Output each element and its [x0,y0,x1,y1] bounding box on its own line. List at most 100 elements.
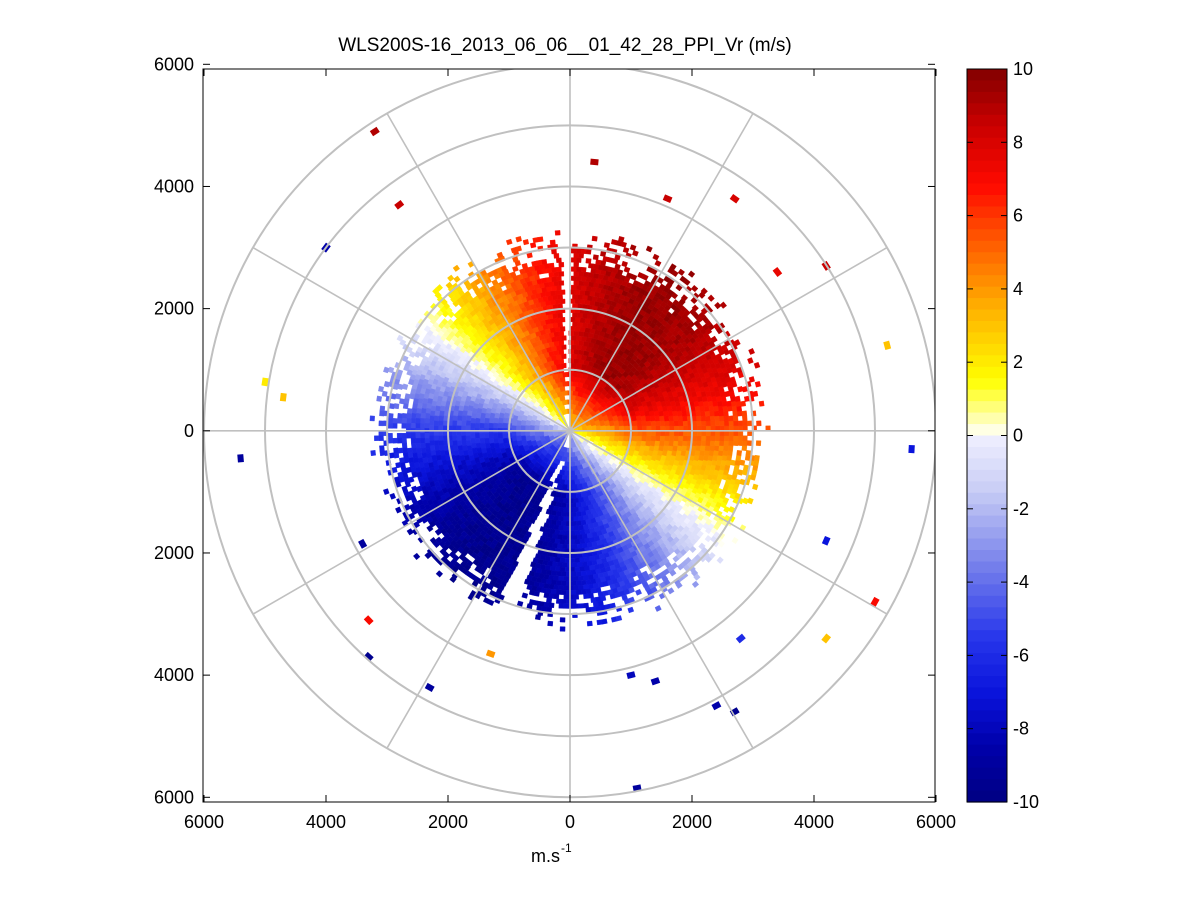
velocity-cell [554,298,561,305]
velocity-cell [709,445,715,452]
velocity-cell [641,435,647,442]
velocity-cell [577,534,583,540]
velocity-cell [737,385,744,393]
velocity-cell [575,248,582,254]
velocity-cell [420,442,426,449]
velocity-outlier [821,535,831,546]
velocity-cell [570,589,577,596]
velocity-cell [590,606,597,613]
velocity-cell [564,461,571,467]
colorbar-swatch [967,664,1007,677]
velocity-cell [572,534,578,541]
colorbar-swatch [967,298,1007,311]
velocity-field [237,126,915,792]
velocity-cell [579,557,586,563]
velocity-cell [392,418,398,424]
velocity-cell [554,538,561,545]
velocity-cell [560,335,567,341]
colorbar-swatch [967,172,1007,185]
colorbar-swatch [967,504,1007,517]
velocity-cell [543,424,549,431]
velocity-cell [552,294,559,301]
velocity-cell [429,415,435,422]
velocity-cell [546,597,553,604]
velocity-cell [465,283,473,291]
velocity-cell [729,376,736,383]
velocity-cell [752,483,759,491]
velocity-cell [429,317,437,325]
velocity-cell [583,271,590,278]
velocity-cell [553,253,560,259]
colorbar-swatch [967,492,1007,505]
velocity-cell [483,422,490,429]
velocity-cell [578,603,584,609]
velocity-cell [383,366,390,374]
velocity-cell [510,246,518,254]
velocity-cell [747,497,754,505]
velocity-cell [563,576,570,582]
velocity-cell [578,271,585,277]
velocity-cell [548,584,555,590]
velocity-cell [649,440,656,447]
velocity-outlier [870,596,880,607]
velocity-cell [558,506,565,513]
velocity-cell [733,420,739,427]
velocity-cell [536,605,543,612]
velocity-cell [563,507,570,513]
velocity-cell [488,432,494,439]
velocity-cell [551,248,557,255]
velocity-cell [401,423,407,429]
velocity-cell [560,353,567,360]
velocity-cell [710,420,716,427]
velocity-cell [554,317,561,324]
velocity-cell [564,470,571,476]
velocity-cell [378,435,384,442]
velocity-cell [433,415,440,422]
velocity-cell [577,303,583,309]
colorbar-swatch [967,595,1007,608]
colorbar-swatch [967,240,1007,253]
colorbar-swatch [967,229,1007,242]
velocity-outlier [279,392,287,402]
velocity-cell [401,437,407,444]
velocity-outlier [729,193,740,204]
velocity-cell [557,543,563,550]
colorbar-swatch [967,275,1007,288]
colorbar-swatch [967,618,1007,631]
velocity-cell [465,435,471,442]
colorbar-swatch [967,252,1007,265]
velocity-cell [424,442,431,449]
velocity-cell [500,580,508,587]
velocity-cell [627,606,635,614]
velocity-cell [563,525,570,531]
velocity-cell [550,285,557,292]
velocity-cell [645,420,652,427]
velocity-cell [575,275,582,282]
velocity-cell [570,511,577,518]
velocity-cell [559,617,566,623]
velocity-outlier [662,194,673,204]
velocity-cell [561,474,568,481]
velocity-cell [429,445,436,452]
velocity-cell [438,440,444,447]
colorbar-swatch [967,424,1007,437]
velocity-cell [554,557,561,563]
velocity-cell [524,425,531,431]
velocity-cell [378,420,384,427]
velocity-cell [419,422,425,429]
colorbar-swatch [967,458,1007,471]
velocity-cell [575,266,582,273]
velocity-cell [442,420,449,427]
velocity-cell [559,557,566,563]
velocity-cell [512,265,519,273]
velocity-cell [465,415,472,422]
velocity-cell [615,615,623,622]
velocity-cell [679,275,687,283]
velocity-cell [416,407,422,414]
y-tick-label: 2000 [154,543,194,563]
velocity-cell [705,440,711,447]
velocity-cell [610,239,618,246]
velocity-cell [560,571,567,577]
velocity-cell [557,303,563,309]
colorbar-swatch [967,137,1007,150]
